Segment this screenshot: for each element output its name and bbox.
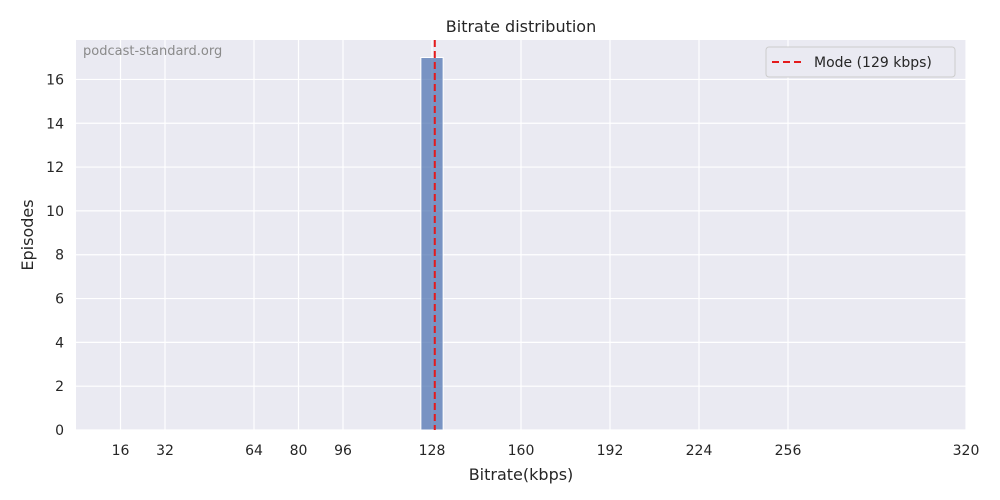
x-tick-label: 80	[290, 443, 308, 459]
y-tick-label: 0	[55, 423, 64, 439]
histogram-bar	[420, 57, 444, 431]
x-tick-labels: 16 32 64 80 96 128 160 192 224 256 320	[112, 443, 980, 459]
legend-box	[765, 46, 956, 78]
x-tick-label: 256	[775, 443, 802, 459]
y-tick-label: 4	[55, 335, 64, 351]
x-tick-label: 16	[112, 443, 130, 459]
x-tick-label: 160	[508, 443, 535, 459]
x-axis-label: Bitrate(kbps)	[469, 465, 574, 484]
watermark: podcast-standard.org	[83, 44, 222, 59]
x-tick-label: 128	[419, 443, 446, 459]
y-tick-label: 12	[46, 160, 64, 176]
x-tick-label: 64	[245, 443, 263, 459]
y-axis-label: Episodes	[18, 199, 37, 270]
x-tick-label: 192	[597, 443, 624, 459]
y-tick-label: 8	[55, 248, 64, 264]
x-tick-label: 96	[334, 443, 352, 459]
y-tick-label: 2	[55, 379, 64, 395]
y-tick-labels: 0 2 4 6 8 10 12 14 16	[46, 72, 64, 439]
chart-title: Bitrate distribution	[446, 17, 596, 36]
histogram-bars	[420, 57, 444, 431]
horizontal-gridlines	[76, 78, 966, 431]
y-tick-label: 6	[55, 292, 64, 308]
y-tick-label: 16	[46, 72, 64, 88]
y-tick-label: 14	[46, 116, 64, 132]
legend: Mode (129 kbps)	[765, 46, 956, 78]
vertical-gridlines	[119, 40, 967, 430]
legend-mode-label: Mode (129 kbps)	[814, 55, 932, 71]
x-tick-label: 320	[953, 443, 980, 459]
y-tick-label: 10	[46, 204, 64, 220]
x-tick-label: 224	[686, 443, 713, 459]
x-tick-label: 32	[156, 443, 174, 459]
